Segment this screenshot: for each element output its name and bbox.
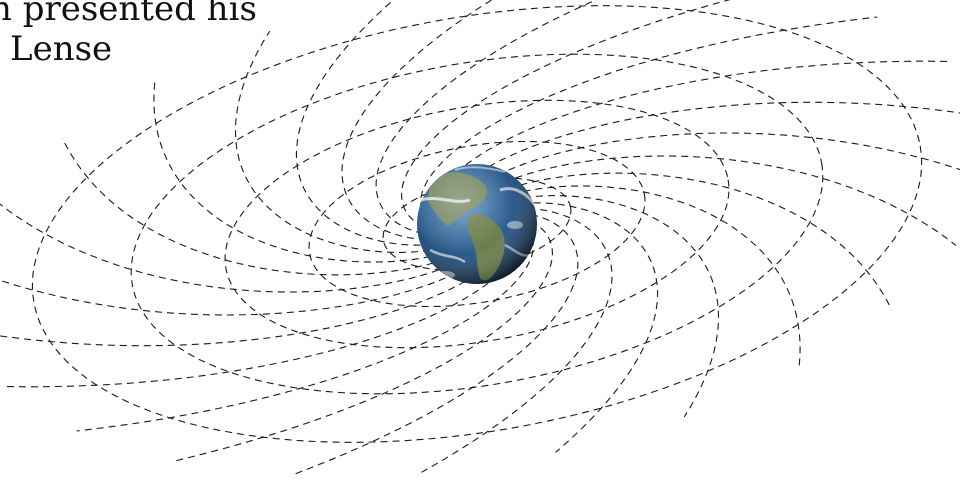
- grid-spiral-21: [500, 185, 801, 369]
- grid-spiral-14: [401, 0, 731, 228]
- grid-spiral-19: [472, 155, 957, 246]
- grid-ring-1: [382, 177, 572, 271]
- grid-spiral-11: [295, 0, 433, 246]
- grid-spiral-10: [234, 30, 442, 253]
- grid-spiral-22: [512, 195, 720, 418]
- grid-spiral-1: [291, 213, 579, 476]
- grid-spiral-6: [0, 245, 496, 316]
- grid-spiral-12: [341, 0, 493, 241]
- grid-ring-3: [224, 99, 730, 349]
- grid-rings: [31, 5, 923, 443]
- caption-line-2: Lense: [10, 29, 113, 69]
- grid-spiral-17: [445, 101, 960, 208]
- grid-spiral-18: [458, 132, 960, 203]
- grid-ring-2: [308, 140, 646, 308]
- grid-spiral-5: [0, 240, 509, 347]
- grid-spiral-2: [173, 220, 553, 462]
- grid-spiral-15: [420, 16, 878, 221]
- grid-spiral-4: [6, 234, 520, 388]
- grid-ring-4: [130, 53, 824, 395]
- grid-spiral-16: [434, 60, 948, 214]
- earth-icon: [417, 164, 537, 284]
- grid-spiral-20: [486, 172, 893, 310]
- grid-spiral-24: [421, 207, 613, 473]
- grid-spiral-13: [375, 0, 598, 235]
- grid-spiral-23: [521, 202, 659, 453]
- grid-spiral-3: [76, 227, 534, 432]
- caption-line-1: n presented his: [0, 0, 257, 29]
- grid-spiral-9: [153, 79, 454, 263]
- grid-spiral-8: [61, 138, 468, 276]
- grid-spiral-7: [0, 203, 482, 293]
- grid-ring-5: [31, 5, 923, 443]
